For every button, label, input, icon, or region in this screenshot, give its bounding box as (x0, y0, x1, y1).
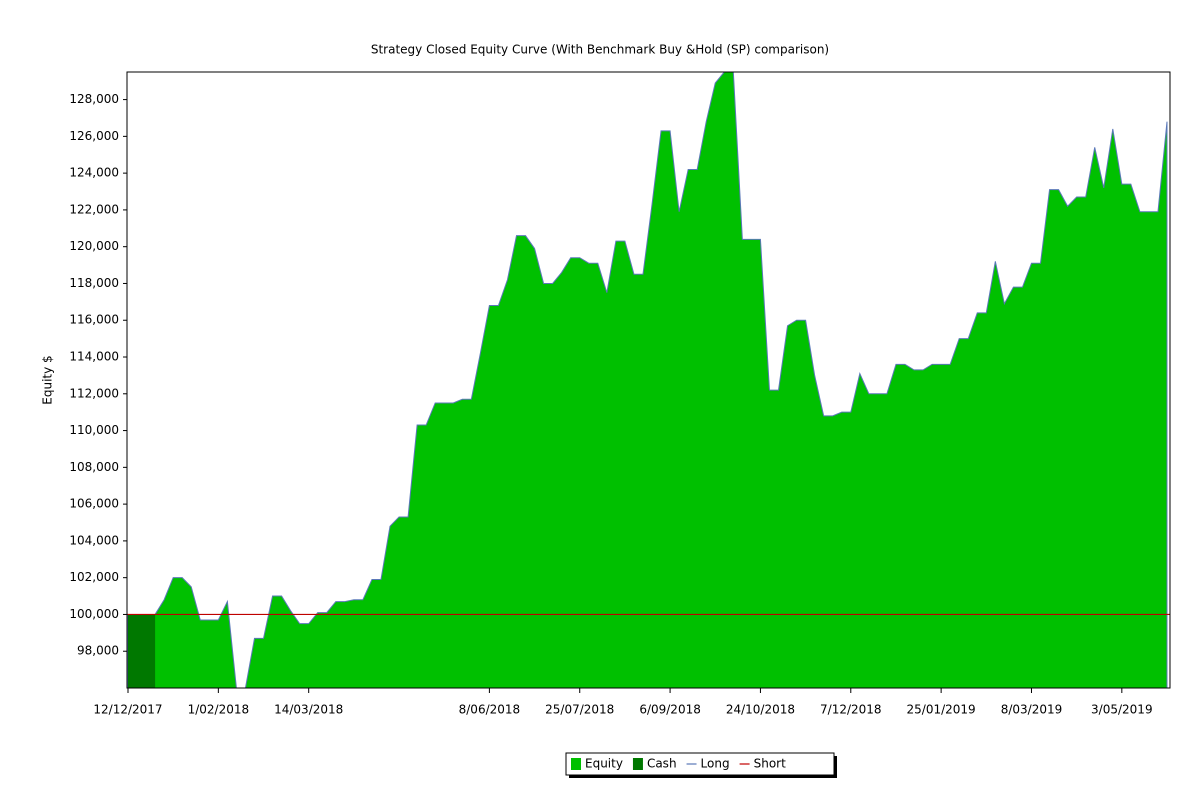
y-tick-label: 106,000 (69, 497, 119, 511)
area-1 (128, 614, 156, 688)
area-0 (127, 71, 1168, 689)
x-tick-label: 25/07/2018 (545, 703, 614, 717)
legend-label: Cash (647, 757, 677, 771)
x-tick-label: 8/03/2019 (1001, 703, 1063, 717)
y-tick-label: 108,000 (69, 460, 119, 474)
legend-label: Short (754, 757, 786, 771)
legend-label: Equity (585, 757, 623, 771)
y-tick-label: 110,000 (69, 423, 119, 437)
x-tick-label: 24/10/2018 (726, 703, 795, 717)
y-tick-label: 124,000 (69, 166, 119, 180)
x-tick-label: 6/09/2018 (639, 703, 701, 717)
y-tick-label: 102,000 (69, 570, 119, 584)
chart-title: Strategy Closed Equity Curve (With Bench… (371, 43, 829, 57)
y-tick-label: 128,000 (69, 92, 119, 106)
y-tick-label: 118,000 (69, 276, 119, 290)
y-tick-label: 114,000 (69, 350, 119, 364)
y-tick-label: 122,000 (69, 202, 119, 216)
legend-label: Long (701, 757, 730, 771)
x-tick-label: 14/03/2018 (274, 703, 343, 717)
y-tick-label: 98,000 (77, 644, 119, 658)
x-tick-label: 25/01/2019 (907, 703, 976, 717)
y-tick-label: 112,000 (69, 386, 119, 400)
legend-swatch (571, 758, 581, 770)
y-tick-label: 104,000 (69, 533, 119, 547)
x-tick-label: 1/02/2018 (188, 703, 250, 717)
y-axis-label: Equity $ (41, 355, 55, 404)
y-tick-label: 126,000 (69, 129, 119, 143)
x-tick-label: 7/12/2018 (820, 703, 882, 717)
x-tick-label: 8/06/2018 (459, 703, 521, 717)
y-tick-label: 116,000 (69, 313, 119, 327)
x-tick-label: 3/05/2019 (1091, 703, 1153, 717)
y-tick-label: 120,000 (69, 239, 119, 253)
legend-swatch (632, 758, 643, 770)
plot-border (126, 71, 1171, 689)
legend: Equity Cash Long Short (565, 752, 837, 778)
x-tick-label: 12/12/2017 (93, 703, 162, 717)
y-tick-label: 100,000 (69, 607, 119, 621)
